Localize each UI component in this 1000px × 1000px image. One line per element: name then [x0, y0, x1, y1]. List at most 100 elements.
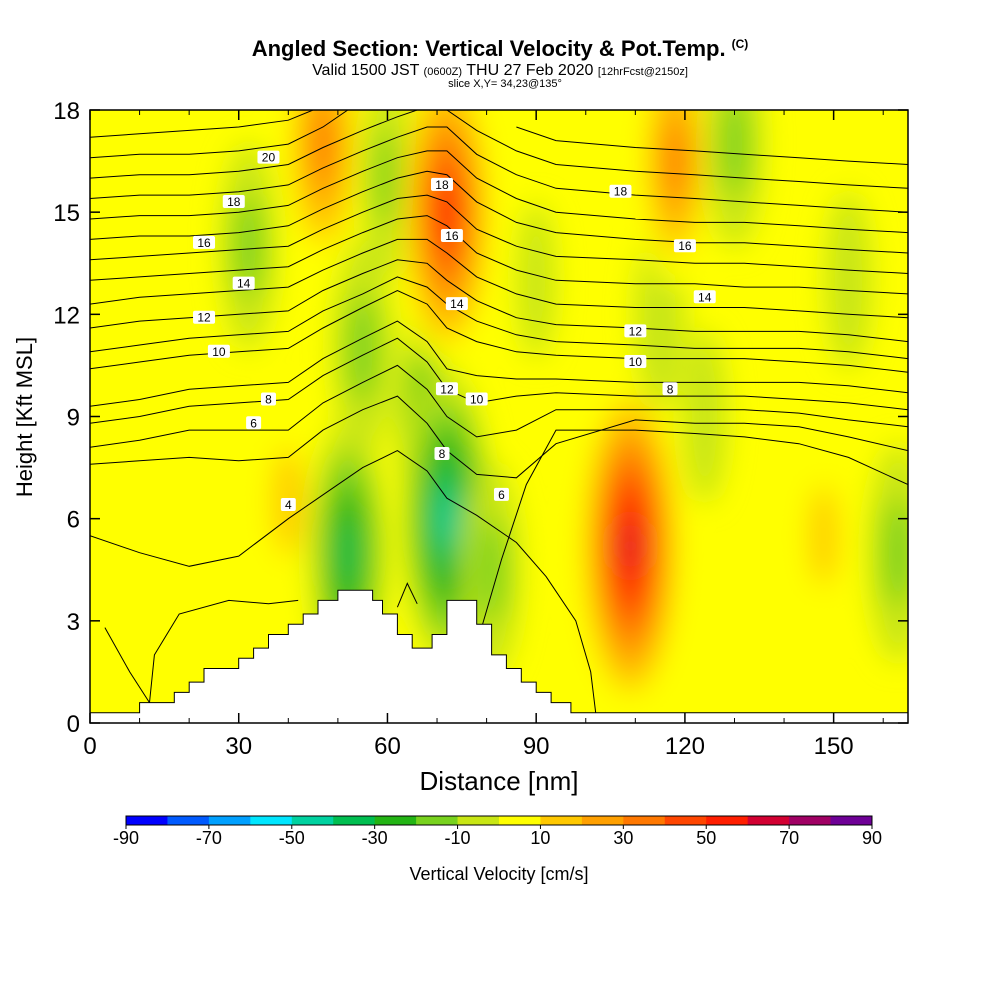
velocity-cell — [439, 186, 455, 239]
velocity-cell — [825, 190, 872, 370]
theta-contour-line — [90, 126, 908, 213]
y-tick-label: 9 — [67, 405, 80, 432]
contour-label: 18 — [430, 177, 453, 192]
theta-contour-line — [446, 110, 908, 189]
svg-text:10: 10 — [629, 355, 643, 369]
contour-label: 4 — [280, 498, 296, 512]
velocity-cell — [347, 293, 378, 403]
velocity-cell — [810, 485, 838, 587]
theta-contour-line — [90, 110, 418, 179]
contour-label: 6 — [246, 416, 262, 430]
velocity-cell — [234, 194, 263, 299]
colorbar-segment — [830, 816, 873, 825]
x-tick-label: 90 — [523, 733, 550, 760]
colorbar-tick-label: -50 — [279, 828, 305, 848]
contour-label: 14 — [693, 290, 716, 304]
y-tick-label: 6 — [67, 507, 80, 534]
svg-text:4: 4 — [285, 498, 292, 512]
velocity-cell — [165, 426, 214, 612]
svg-text:18: 18 — [227, 195, 241, 209]
svg-text:6: 6 — [250, 416, 257, 430]
theta-contour-line — [104, 627, 150, 703]
contour-label: 16 — [440, 229, 463, 243]
svg-text:10: 10 — [212, 345, 226, 359]
velocity-cell — [682, 329, 727, 504]
contour-label: 10 — [624, 355, 647, 369]
colorbar-tick-label: -70 — [196, 828, 222, 848]
theta-contour-line — [90, 110, 349, 159]
contour-label: 14 — [232, 276, 255, 291]
colorbar-segment — [540, 816, 583, 825]
velocity-cell — [438, 489, 456, 549]
contour-label: 10 — [465, 392, 488, 406]
contour-label: 12 — [435, 382, 458, 396]
velocity-cell — [517, 201, 556, 359]
theta-contour-line — [90, 110, 314, 138]
theta-contour-line — [90, 170, 908, 254]
colorbar-tick-label: -30 — [362, 828, 388, 848]
svg-text:8: 8 — [265, 392, 272, 406]
colorbar-segment — [457, 816, 500, 825]
colorbar-segment — [291, 816, 334, 825]
theta-contour-line — [90, 194, 908, 274]
x-tick-label: 60 — [374, 733, 401, 760]
valid-z: (0600Z) — [423, 66, 463, 78]
svg-text:6: 6 — [498, 488, 505, 502]
velocity-cell — [477, 516, 507, 623]
colorbar-segment — [664, 816, 707, 825]
y-tick-label: 12 — [53, 302, 80, 329]
colorbar-segment — [374, 816, 417, 825]
svg-text:8: 8 — [667, 382, 674, 396]
colorbar-label: Vertical Velocity [cm/s] — [409, 864, 588, 884]
theta-contour-line — [90, 289, 908, 373]
colorbar-tick-label: 10 — [530, 828, 550, 848]
colorbar-segment — [208, 816, 251, 825]
theta-contour-line — [90, 364, 908, 448]
x-tick-label: 120 — [665, 733, 705, 760]
svg-text:8: 8 — [439, 447, 446, 461]
svg-text:16: 16 — [445, 229, 459, 243]
theta-contour-line — [466, 429, 908, 679]
chart-title-text: Angled Section: Vertical Velocity & Pot.… — [251, 36, 726, 61]
colorbar-segment — [126, 816, 168, 825]
velocity-cell — [622, 521, 638, 571]
y-tick-label: 0 — [67, 711, 80, 738]
svg-text:14: 14 — [237, 277, 251, 291]
colorbar-segment — [499, 816, 541, 825]
colorbar-segment — [706, 816, 749, 825]
theta-contour-line — [90, 450, 597, 713]
svg-text:16: 16 — [197, 236, 211, 250]
velocity-cell — [313, 110, 333, 178]
chart-title: Angled Section: Vertical Velocity & Pot.… — [0, 36, 1000, 62]
y-tick-label: 18 — [53, 98, 80, 125]
colorbar-tick-label: 90 — [862, 828, 882, 848]
theta-contour-line — [516, 126, 908, 165]
theta-contour-line — [90, 215, 908, 295]
colorbar-segment — [747, 816, 790, 825]
contour-label: 6 — [493, 487, 509, 502]
colorbar-segment — [789, 816, 832, 825]
svg-text:16: 16 — [678, 239, 692, 253]
colorbar-segment — [416, 816, 459, 825]
svg-text:20: 20 — [262, 151, 276, 165]
colorbar-tick-label: -90 — [113, 828, 139, 848]
terrain — [90, 589, 908, 724]
valid-date: THU 27 Feb 2020 — [466, 62, 594, 79]
slice-info: slice X,Y= 34,23@135° — [0, 78, 1000, 90]
velocity-cell — [883, 498, 908, 608]
chart-subtitle: Valid 1500 JST (0600Z) THU 27 Feb 2020 [… — [0, 62, 1000, 80]
colorbar-segment — [167, 816, 210, 825]
valid-prefix: Valid 1500 JST — [312, 62, 420, 79]
contour-label: 18 — [609, 184, 632, 199]
contour-label: 20 — [257, 150, 280, 165]
svg-text:12: 12 — [440, 382, 454, 396]
colorbar-segment — [623, 816, 666, 825]
y-axis-label: Height [Kft MSL] — [12, 337, 37, 497]
velocity-cell — [665, 129, 684, 193]
colorbar-tick-label: 30 — [613, 828, 633, 848]
colorbar-tick-label: -10 — [445, 828, 471, 848]
y-tick-label: 15 — [53, 200, 80, 227]
theta-contour-line — [90, 259, 908, 343]
contour-label: 10 — [207, 344, 230, 359]
